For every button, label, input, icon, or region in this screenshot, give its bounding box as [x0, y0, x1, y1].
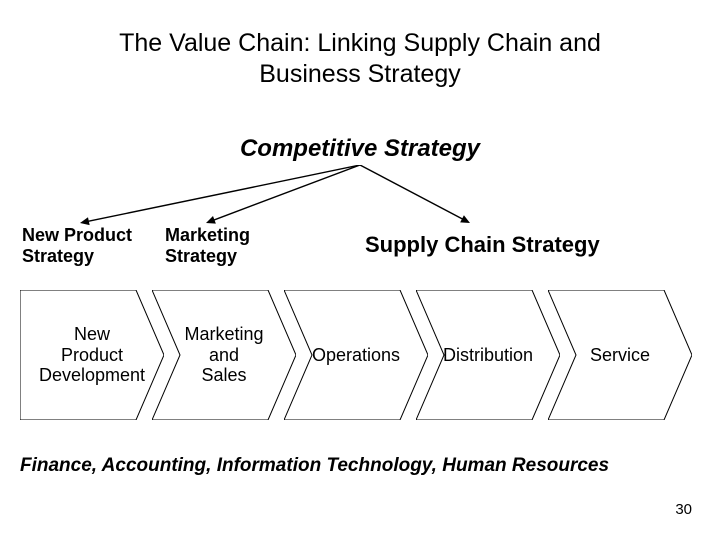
page-number: 30	[675, 501, 692, 518]
label-marketing-strategy: MarketingStrategy	[165, 225, 285, 266]
chevron-stage: NewProductDevelopment	[20, 290, 164, 420]
footer-support-functions: Finance, Accounting, Information Technol…	[20, 455, 700, 477]
chevron-stage: Distribution	[416, 290, 560, 420]
chevron-stage: Operations	[284, 290, 428, 420]
label-supply-chain-strategy: Supply Chain Strategy	[365, 232, 665, 257]
page-title: The Value Chain: Linking Supply Chain an…	[0, 28, 720, 91]
subtitle-competitive-strategy: Competitive Strategy	[0, 135, 720, 163]
chevron-stage: MarketingandSales	[152, 290, 296, 420]
label-new-product-strategy: New ProductStrategy	[22, 225, 157, 266]
value-chain-chevrons: NewProductDevelopmentMarketingandSalesOp…	[20, 290, 700, 420]
chevron-stage: Service	[548, 290, 692, 420]
strategy-arrows	[0, 165, 720, 230]
